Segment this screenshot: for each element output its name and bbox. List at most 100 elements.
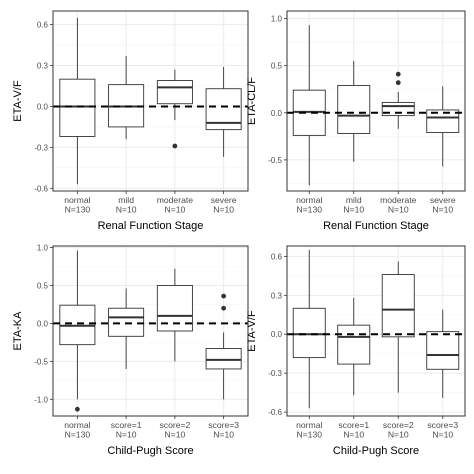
box-iqr: [156, 80, 193, 105]
y-tick-label: 1.0: [37, 244, 49, 253]
box-iqr: [108, 307, 145, 337]
box-iqr: [337, 85, 371, 134]
y-tick-label: 0.3: [271, 291, 283, 300]
y-tick-label: -1.0: [34, 395, 48, 404]
panel-border: [52, 245, 249, 417]
y-tick-label: 1.0: [271, 15, 283, 24]
box-iqr: [205, 348, 242, 370]
box-iqr: [381, 274, 415, 338]
x-tick-label: score=1 N=10: [111, 420, 142, 440]
outlier-point: [74, 406, 80, 412]
x-tick-label-line: normal: [64, 195, 90, 205]
x-tick-label: score=3 N=10: [427, 420, 458, 440]
box-iqr: [292, 307, 326, 359]
y-tick-label: -0.5: [34, 357, 48, 366]
outlier-point: [395, 71, 401, 77]
x-tick-label-line: score=3: [208, 420, 239, 430]
x-tick-label: score=3 N=10: [208, 420, 239, 440]
x-tick-label: score=2 N=10: [159, 420, 190, 440]
x-tick-label-line: severe: [430, 195, 456, 205]
outlier-point: [172, 143, 178, 149]
y-tick-label: 0.5: [37, 281, 49, 290]
x-tick-label-line: N=10: [343, 205, 364, 215]
x-tick-label-line: score=3: [427, 420, 458, 430]
x-tick-label-line: N=10: [213, 205, 234, 215]
x-tick-label: moderate N=10: [380, 195, 417, 215]
x-axis-title: Renal Function Stage: [323, 220, 429, 232]
box-3: [381, 261, 415, 393]
box-4: [205, 293, 242, 400]
x-tick-label: severe N=10: [211, 195, 237, 215]
y-tick-label: -0.6: [34, 184, 48, 193]
x-tick-label-line: severe: [211, 195, 237, 205]
y-tick-label: 0.0: [271, 330, 283, 339]
x-tick-label-line: N=130: [65, 205, 91, 215]
y-tick-label: -0.3: [268, 369, 282, 378]
x-tick-label-line: N=10: [343, 430, 364, 440]
x-axis-title: Child-Pugh Score: [107, 445, 193, 457]
x-axis-title: Child-Pugh Score: [333, 445, 419, 457]
x-tick-label-line: N=10: [213, 430, 234, 440]
y-tick-label: -0.6: [268, 408, 282, 417]
box-4: [426, 86, 460, 167]
x-tick-label-line: mild: [346, 195, 362, 205]
box-2: [337, 297, 371, 396]
x-tick-label-line: normal: [296, 195, 322, 205]
x-tick-label-line: N=10: [432, 430, 453, 440]
y-axis-title: ETA-V/F: [12, 80, 24, 122]
x-tick-label-line: N=10: [116, 205, 137, 215]
box-iqr: [337, 324, 371, 365]
panel-border: [286, 245, 466, 417]
outlier-point: [395, 80, 401, 86]
box-3: [156, 69, 193, 149]
y-axis-title: ETA-V/F: [246, 310, 258, 352]
y-tick-label: -0.3: [34, 143, 48, 152]
x-tick-label-line: N=10: [388, 430, 409, 440]
x-tick-label-line: moderate: [157, 195, 194, 205]
y-tick-label: 0.5: [271, 62, 283, 71]
box-iqr: [59, 78, 96, 137]
x-tick-label-line: score=2: [383, 420, 414, 430]
x-tick-label: score=1 N=10: [338, 420, 369, 440]
box-2: [108, 288, 145, 369]
x-tick-label-line: score=2: [159, 420, 190, 430]
box-3: [381, 71, 415, 129]
x-tick-label-line: N=10: [164, 205, 185, 215]
x-tick-label: normal N=130: [296, 195, 322, 215]
box-1: [292, 249, 326, 409]
box-4: [426, 309, 460, 398]
x-tick-label-line: N=10: [388, 205, 409, 215]
x-tick-label-line: moderate: [380, 195, 417, 205]
x-tick-label-line: score=1: [338, 420, 369, 430]
x-tick-label-line: N=10: [116, 430, 137, 440]
x-tick-label: moderate N=10: [157, 195, 194, 215]
x-tick-label-line: N=130: [296, 430, 322, 440]
x-tick-label-line: N=130: [65, 430, 91, 440]
x-tick-label-line: normal: [296, 420, 322, 430]
y-tick-label: 0.0: [37, 102, 49, 111]
y-tick-label: 0.6: [271, 252, 283, 261]
box-4: [205, 66, 242, 157]
x-tick-label: score=2 N=10: [383, 420, 414, 440]
x-tick-label: mild N=10: [343, 195, 364, 215]
box-iqr: [426, 331, 460, 370]
y-tick-label: 0.6: [37, 21, 49, 30]
panel-border: [286, 10, 466, 192]
x-tick-label: normal N=130: [64, 195, 90, 215]
x-tick-label: severe N=10: [430, 195, 456, 215]
x-tick-label-line: mild: [118, 195, 134, 205]
y-tick-label: 0.0: [271, 109, 283, 118]
y-axis-title: ETA-CL/F: [246, 77, 258, 125]
x-tick-label-line: normal: [64, 420, 90, 430]
x-axis-title: Renal Function Stage: [98, 220, 204, 232]
panel-border: [52, 10, 249, 192]
outlier-point: [221, 293, 227, 299]
box-iqr: [426, 109, 460, 134]
x-tick-label: mild N=10: [116, 195, 137, 215]
x-tick-label: normal N=130: [296, 420, 322, 440]
